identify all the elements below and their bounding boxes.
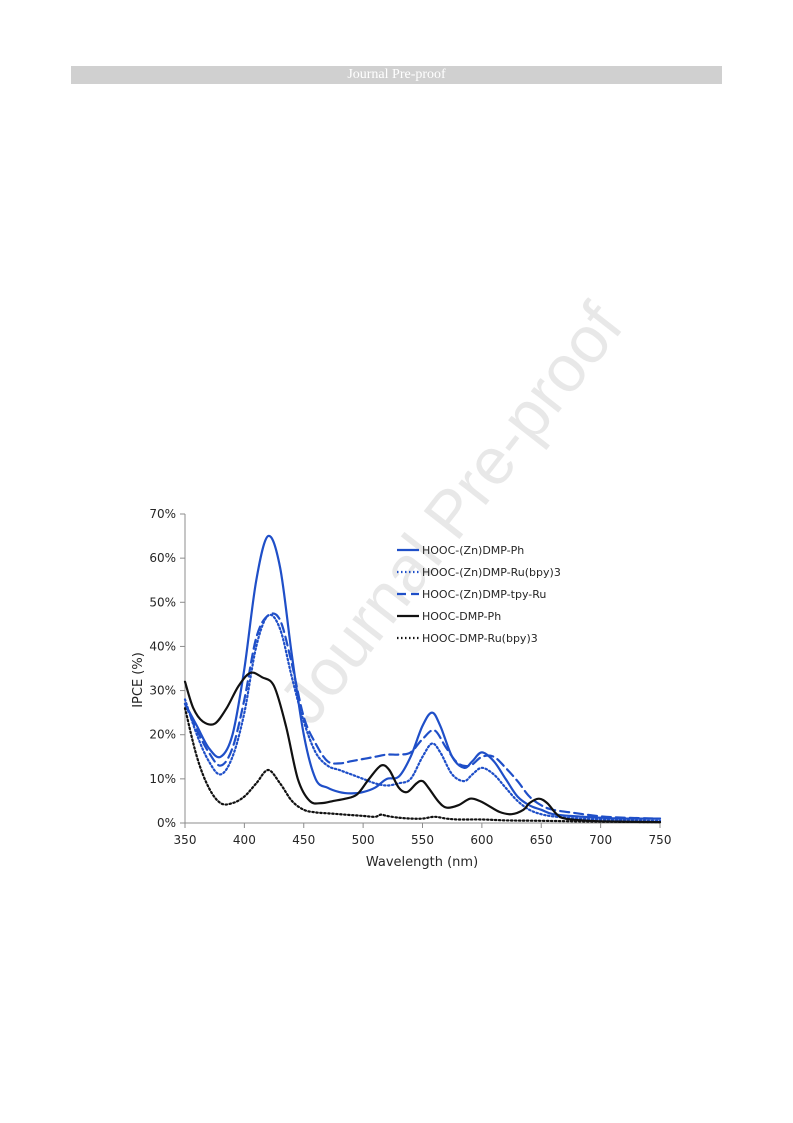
x-tick-label: 700 bbox=[589, 833, 612, 847]
y-tick-label: 30% bbox=[149, 684, 176, 698]
series-line-2 bbox=[183, 613, 662, 822]
x-tick-label: 550 bbox=[411, 833, 434, 847]
series-line-1 bbox=[183, 534, 662, 820]
y-tick-label: 0% bbox=[157, 816, 176, 830]
x-tick-label: 450 bbox=[292, 833, 315, 847]
legend-label-4: HOOC-DMP-Ph bbox=[422, 610, 501, 623]
x-tick-label: 400 bbox=[233, 833, 256, 847]
y-tick-label: 40% bbox=[149, 639, 176, 653]
legend-label-3: HOOC-(Zn)DMP-tpy-Ru bbox=[422, 588, 546, 601]
series-line-5 bbox=[183, 707, 662, 824]
legend-label-5: HOOC-DMP-Ru(bpy)3 bbox=[422, 632, 538, 645]
y-tick-label: 60% bbox=[149, 551, 176, 565]
y-axis-label: IPCE (%) bbox=[131, 652, 146, 708]
x-tick-label: 600 bbox=[470, 833, 493, 847]
x-axis: 350 400 450 500 550 600 650 700 750 bbox=[174, 822, 672, 847]
x-tick-label: 500 bbox=[352, 833, 375, 847]
ipce-chart: 0% 10% 20% 30% 40% 50% 60% 70% 350 400 450 500 550 6… bbox=[131, 507, 672, 870]
series-line-4 bbox=[183, 671, 662, 824]
y-tick-label: 50% bbox=[149, 595, 176, 609]
series-line-3 bbox=[183, 612, 662, 820]
y-tick-label: 20% bbox=[149, 728, 176, 742]
legend-label-1: HOOC-(Zn)DMP-Ph bbox=[422, 544, 524, 557]
legend: HOOC-(Zn)DMP-Ph HOOC-(Zn)DMP-Ru(bpy)3 HOOC… bbox=[397, 544, 561, 645]
x-tick-label: 750 bbox=[649, 833, 672, 847]
journal-preproof-banner: Journal Pre-proof bbox=[71, 66, 722, 84]
series-group bbox=[183, 534, 662, 824]
x-tick-label: 650 bbox=[530, 833, 553, 847]
legend-label-2: HOOC-(Zn)DMP-Ru(bpy)3 bbox=[422, 566, 561, 579]
y-tick-label: 10% bbox=[149, 772, 176, 786]
x-tick-label: 350 bbox=[174, 833, 197, 847]
x-axis-label: Wavelength (nm) bbox=[366, 855, 478, 870]
y-tick-label: 70% bbox=[149, 507, 176, 521]
y-axis: 0% 10% 20% 30% 40% 50% 60% 70% bbox=[149, 507, 186, 830]
